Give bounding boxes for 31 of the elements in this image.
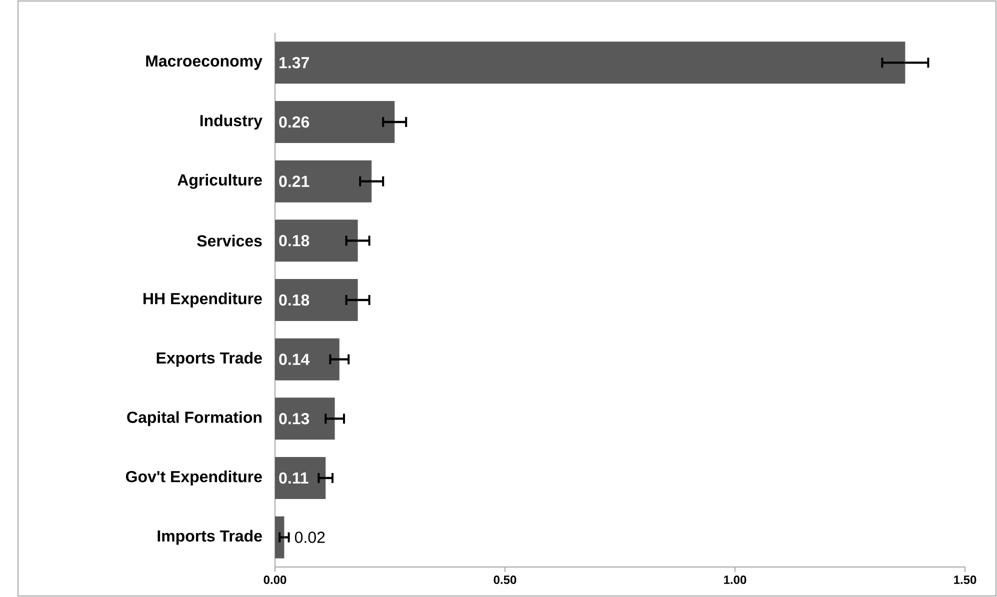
data-label: 0.18 (279, 235, 310, 246)
x-tick-label: 1.50 (954, 576, 976, 584)
bar (275, 101, 395, 144)
y-tick-label: Imports Trade (158, 530, 262, 545)
bar (275, 398, 335, 440)
y-tick-label: Macroeconomy (146, 56, 262, 70)
data-label: 0.02 (294, 532, 325, 543)
bar (275, 160, 372, 202)
bar (275, 456, 326, 499)
data-label: 1.37 (280, 57, 309, 68)
y-tick-label: Services (197, 234, 262, 247)
bar (275, 516, 284, 558)
data-label: 0.26 (279, 116, 310, 128)
data-label: 0.14 (279, 354, 310, 365)
data-label: 0.11 (279, 472, 308, 484)
data-label: 0.13 (279, 412, 310, 424)
x-tick-label: 0.00 (264, 576, 286, 584)
bar (275, 338, 340, 380)
y-tick-label: Exports Trade (156, 352, 262, 367)
data-label: 0.18 (279, 294, 310, 306)
y-tick-label: Capital Formation (127, 411, 262, 426)
x-tick-label: 0.50 (494, 576, 516, 584)
data-label: 0.21 (279, 176, 310, 187)
x-tick-label: 1.00 (724, 576, 746, 584)
bar (275, 220, 358, 262)
y-tick-label: Agriculture (178, 174, 262, 189)
bar (275, 42, 906, 84)
y-tick-label: HH Expenditure (144, 292, 262, 308)
y-tick-label: Industry (200, 114, 262, 130)
y-tick-label: Gov't Expenditure (126, 470, 262, 486)
bar (275, 279, 358, 321)
